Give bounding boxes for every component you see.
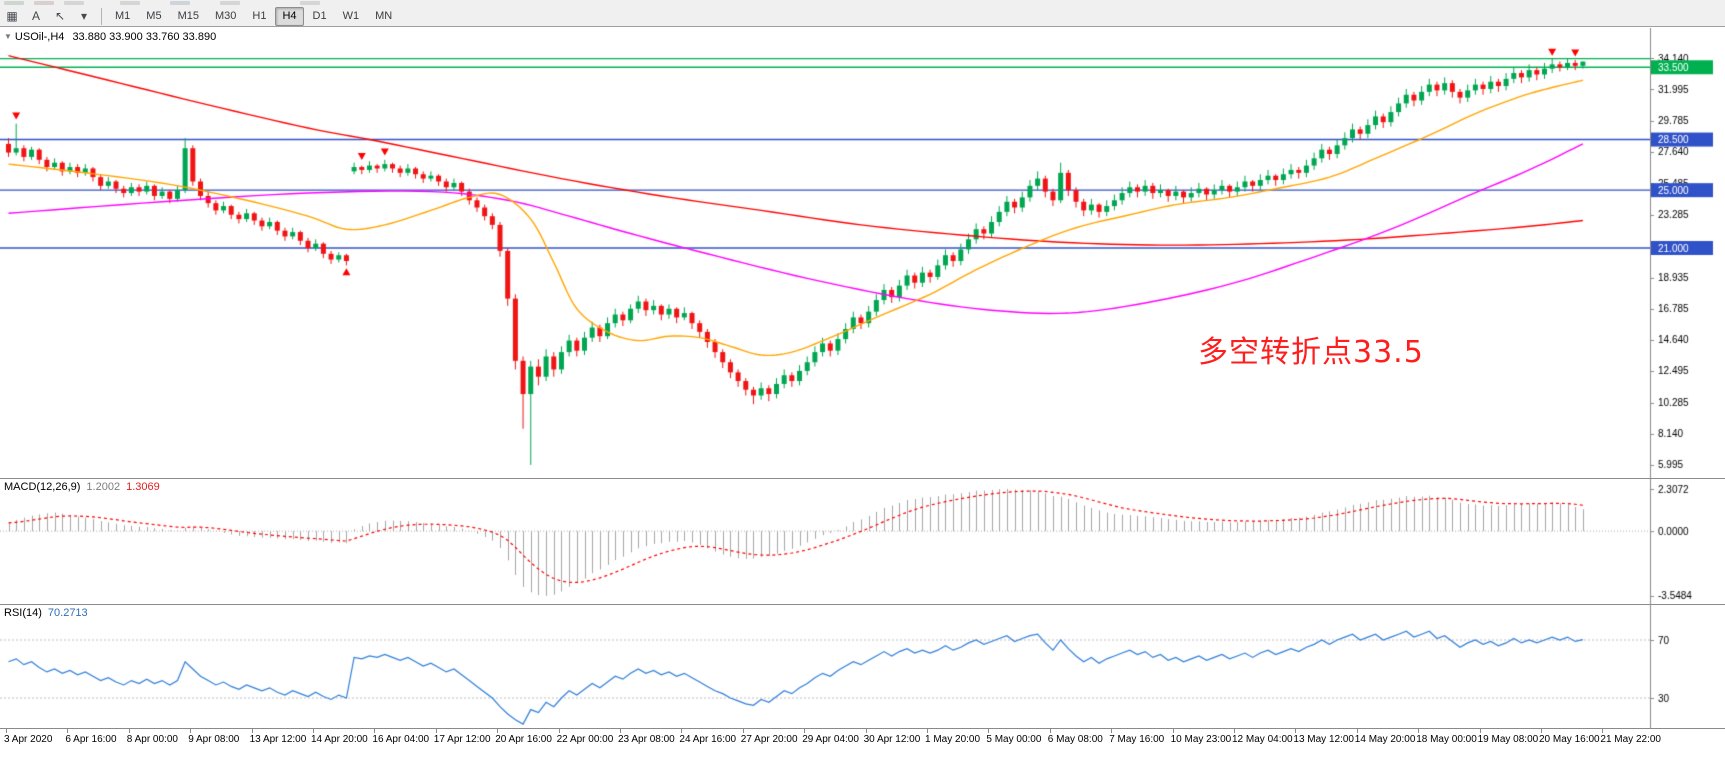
bottom-margin bbox=[0, 751, 1725, 784]
time-axis-tick bbox=[988, 729, 990, 733]
rsi-value: 70.2713 bbox=[47, 607, 88, 619]
time-axis-tick bbox=[128, 729, 130, 733]
time-axis-label: 14 Apr 20:00 bbox=[311, 734, 368, 745]
time-axis[interactable]: 3 Apr 2020 6 Apr 16:00 8 Apr 00:00 9 Apr 08… bbox=[0, 729, 1725, 751]
time-axis-label: 5 May 00:00 bbox=[986, 734, 1042, 745]
macd-indicator-chart[interactable] bbox=[0, 479, 1725, 604]
cursor-tool-icon[interactable]: ↖ bbox=[54, 9, 66, 23]
toolbar-separator bbox=[101, 7, 102, 25]
timeframe-button-d1[interactable]: D1 bbox=[312, 9, 327, 22]
main-price-chart[interactable] bbox=[0, 28, 1725, 478]
dropdown-caret-icon[interactable]: ▾ bbox=[80, 9, 88, 23]
time-axis-label: 1 May 20:00 bbox=[925, 734, 981, 745]
time-axis-label: 3 Apr 2020 bbox=[4, 734, 53, 745]
macd-name: MACD(12,26,9) bbox=[4, 481, 81, 493]
time-axis-label: 14 May 20:00 bbox=[1354, 734, 1416, 745]
time-axis-label: 21 May 22:00 bbox=[1600, 734, 1661, 745]
time-axis-tick bbox=[1479, 729, 1481, 733]
time-axis-tick bbox=[1541, 729, 1542, 733]
time-axis-tick bbox=[558, 729, 560, 733]
time-axis-label: 9 Apr 08:00 bbox=[188, 734, 240, 745]
time-axis-tick bbox=[67, 729, 69, 733]
time-axis-label: 6 Apr 16:00 bbox=[65, 734, 117, 745]
time-axis-label: 24 Apr 16:00 bbox=[679, 734, 737, 745]
timeframe-button-m15[interactable]: M15 bbox=[177, 9, 199, 22]
time-axis-tick bbox=[620, 729, 621, 733]
symbol-period-label: USOil-,H4 bbox=[14, 31, 65, 43]
time-axis-tick bbox=[1111, 729, 1113, 733]
time-axis-label: 7 May 16:00 bbox=[1109, 734, 1165, 745]
time-axis-label: 13 Apr 12:00 bbox=[249, 734, 307, 745]
rsi-indicator-chart[interactable] bbox=[0, 605, 1725, 728]
time-axis-label: 19 May 08:00 bbox=[1477, 734, 1539, 745]
time-axis-tick bbox=[742, 729, 744, 733]
time-axis-tick bbox=[865, 729, 867, 733]
time-axis-label: 12 May 04:00 bbox=[1232, 734, 1293, 745]
time-axis-label: 6 May 08:00 bbox=[1047, 734, 1103, 745]
time-axis-tick bbox=[1418, 729, 1420, 733]
chart-text-annotation: 多空转折点33.5 bbox=[1198, 335, 1424, 370]
time-axis-label: 22 Apr 00:00 bbox=[556, 734, 614, 745]
time-axis-label: 30 Apr 12:00 bbox=[863, 734, 921, 745]
time-axis-tick bbox=[497, 729, 499, 733]
timeframe-button-h4[interactable]: H4 bbox=[275, 6, 304, 26]
time-axis-tick bbox=[251, 729, 253, 733]
time-axis-tick bbox=[190, 729, 192, 733]
time-axis-label: 23 Apr 08:00 bbox=[618, 734, 675, 745]
time-axis-tick bbox=[374, 729, 376, 733]
time-axis-tick bbox=[927, 729, 928, 733]
time-axis-tick bbox=[1602, 729, 1604, 733]
time-axis-tick bbox=[804, 729, 806, 733]
panel-separator bbox=[0, 728, 1725, 729]
macd-label: MACD(12,26,9) 1.2002 1.3069 bbox=[4, 481, 160, 493]
time-axis-label: 20 May 16:00 bbox=[1539, 734, 1600, 745]
chart-title: ▼ USOil-,H4 33.880 33.900 33.760 33.890 bbox=[4, 31, 216, 43]
time-axis-label: 27 Apr 20:00 bbox=[740, 734, 798, 745]
timeframe-button-group: M1 M5 M15 M30 H1 H4 D1 W1 MN bbox=[107, 6, 400, 26]
time-axis-label: 8 Apr 00:00 bbox=[126, 734, 178, 745]
timeframe-button-m30[interactable]: M30 bbox=[214, 9, 237, 22]
tile-windows-icon[interactable]: ▦ bbox=[6, 9, 18, 23]
rsi-label: RSI(14) 70.2713 bbox=[4, 607, 88, 619]
panel-separator[interactable] bbox=[0, 604, 1725, 605]
macd-value-signal: 1.3069 bbox=[126, 481, 160, 493]
text-label-icon[interactable]: A bbox=[31, 9, 40, 23]
time-axis-tick bbox=[1356, 729, 1358, 733]
time-axis-tick bbox=[1295, 729, 1297, 733]
collapse-arrow-icon[interactable]: ▼ bbox=[4, 32, 12, 41]
time-axis-label: 29 Apr 04:00 bbox=[802, 734, 859, 745]
time-axis-label: 17 Apr 12:00 bbox=[433, 734, 491, 745]
ohlc-values: 33.880 33.900 33.760 33.890 bbox=[72, 31, 217, 43]
time-axis-tick bbox=[1234, 729, 1235, 733]
time-axis-tick bbox=[6, 729, 7, 733]
time-axis-tick bbox=[1049, 729, 1051, 733]
chart-tools-row: ▦ A ↖ ▾ M1 M5 M15 M30 H1 H4 D1 W1 MN bbox=[0, 5, 400, 27]
timeframe-button-h1[interactable]: H1 bbox=[252, 9, 267, 22]
rsi-name: RSI(14) bbox=[4, 607, 42, 619]
macd-value-main: 1.2002 bbox=[86, 481, 121, 493]
time-axis-tick bbox=[313, 729, 314, 733]
time-axis-tick bbox=[435, 729, 437, 733]
timeframe-button-w1[interactable]: W1 bbox=[342, 9, 360, 22]
time-axis-label: 20 Apr 16:00 bbox=[495, 734, 552, 745]
time-axis-label: 13 May 12:00 bbox=[1293, 734, 1354, 745]
panel-separator[interactable] bbox=[0, 478, 1725, 479]
time-axis-label: 10 May 23:00 bbox=[1170, 734, 1232, 745]
time-axis-tick bbox=[681, 729, 683, 733]
timeframe-button-mn[interactable]: MN bbox=[375, 9, 393, 22]
timeframe-button-m1[interactable]: M1 bbox=[115, 9, 131, 22]
toolbar: ▦ A ↖ ▾ M1 M5 M15 M30 H1 H4 D1 W1 MN bbox=[0, 0, 1725, 27]
time-axis-tick bbox=[1172, 729, 1174, 733]
time-axis-label: 16 Apr 04:00 bbox=[372, 734, 430, 745]
timeframe-button-m5[interactable]: M5 bbox=[146, 9, 162, 22]
time-axis-label: 18 May 00:00 bbox=[1416, 734, 1477, 745]
clipped-toolbar-icons bbox=[0, 0, 600, 5]
